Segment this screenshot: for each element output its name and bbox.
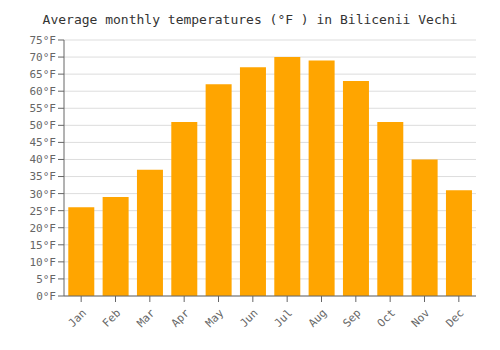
svg-text:May: May bbox=[203, 306, 227, 330]
svg-text:50°F: 50°F bbox=[30, 119, 57, 132]
svg-text:Apr: Apr bbox=[169, 306, 193, 330]
svg-text:40°F: 40°F bbox=[30, 153, 57, 166]
svg-text:0°F: 0°F bbox=[36, 290, 56, 303]
svg-text:Aug: Aug bbox=[306, 307, 329, 330]
svg-text:Sep: Sep bbox=[340, 307, 363, 330]
svg-text:15°F: 15°F bbox=[30, 239, 57, 252]
svg-text:20°F: 20°F bbox=[30, 222, 57, 235]
svg-text:30°F: 30°F bbox=[30, 188, 57, 201]
svg-text:60°F: 60°F bbox=[30, 85, 57, 98]
svg-text:Feb: Feb bbox=[100, 307, 123, 330]
svg-text:Dec: Dec bbox=[443, 307, 466, 330]
svg-text:55°F: 55°F bbox=[30, 102, 57, 115]
svg-text:Jan: Jan bbox=[66, 307, 89, 330]
svg-text:Jul: Jul bbox=[272, 307, 295, 330]
svg-text:10°F: 10°F bbox=[30, 256, 57, 269]
svg-text:65°F: 65°F bbox=[30, 68, 57, 81]
svg-text:Oct: Oct bbox=[375, 307, 398, 330]
svg-text:5°F: 5°F bbox=[36, 273, 56, 286]
html-text:Average monthly temperatures (: Average monthly temperatures (°F ) in Bi… bbox=[42, 12, 458, 27]
svg-text:70°F: 70°F bbox=[30, 51, 57, 64]
svg-text:Nov: Nov bbox=[409, 306, 433, 330]
svg-text:75°F: 75°F bbox=[30, 34, 57, 47]
svg-text:25°F: 25°F bbox=[30, 205, 57, 218]
svg-text:35°F: 35°F bbox=[30, 170, 57, 183]
svg-text:Mar: Mar bbox=[134, 306, 158, 330]
svg-text:45°F: 45°F bbox=[30, 136, 57, 149]
svg-text:Jun: Jun bbox=[237, 307, 260, 330]
